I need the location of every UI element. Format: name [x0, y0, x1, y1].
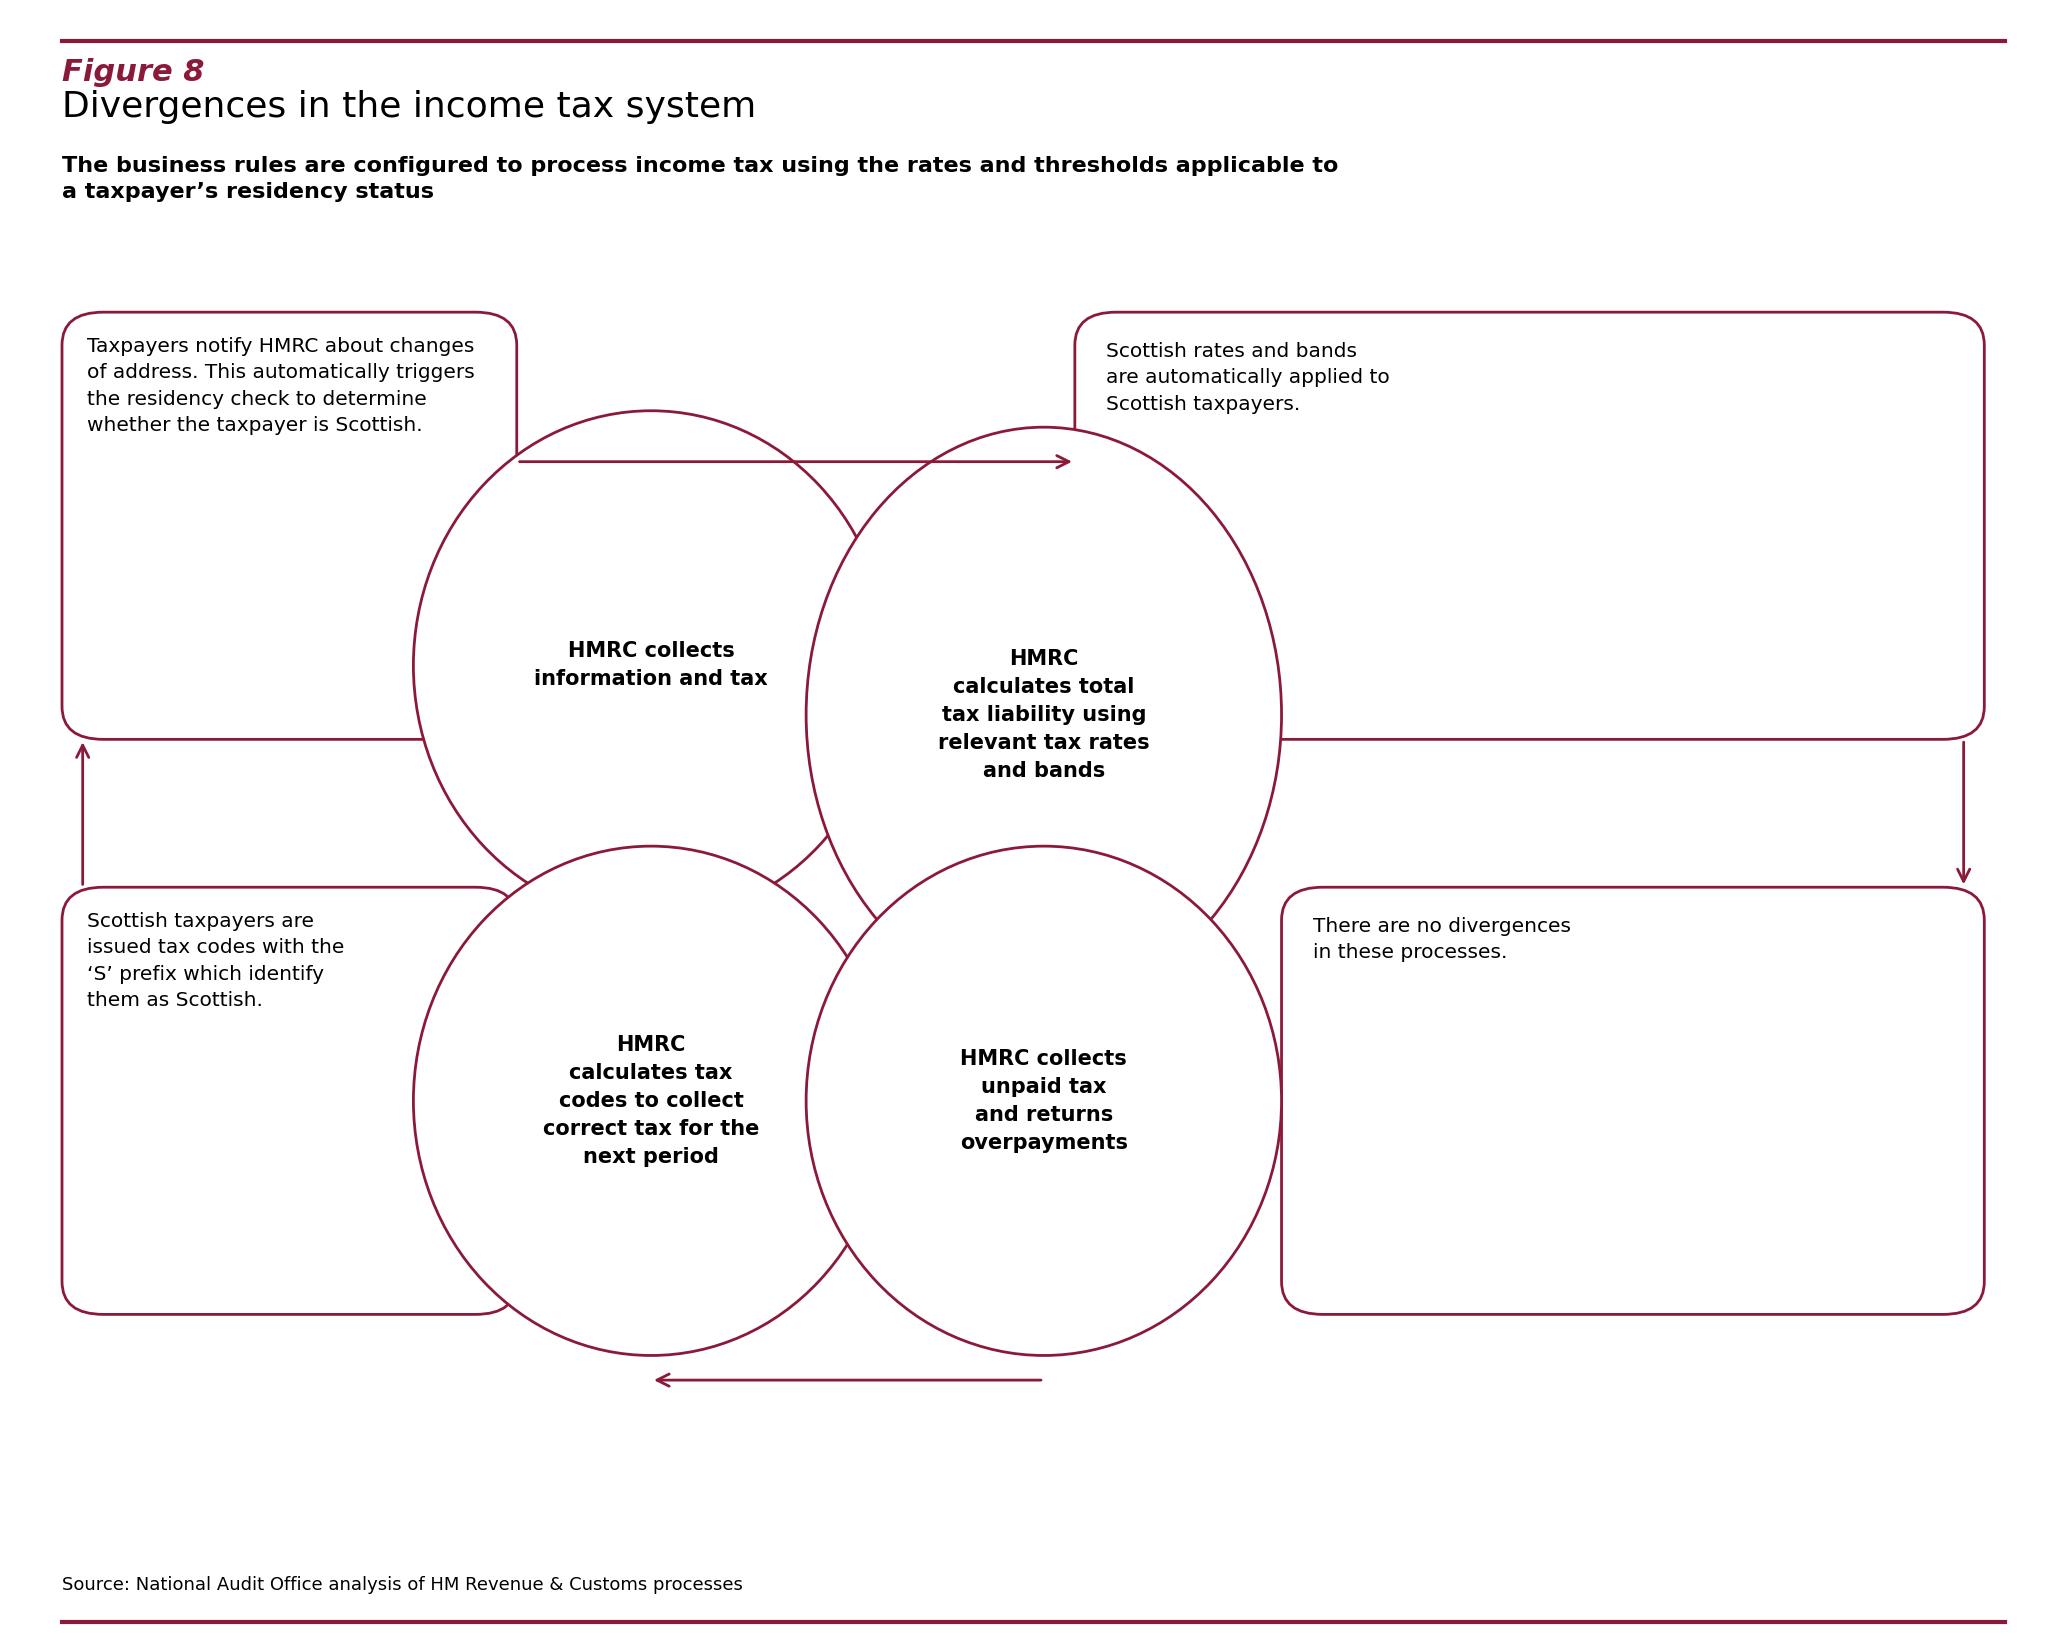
Text: Scottish rates and bands
are automatically applied to
Scottish taxpayers.: Scottish rates and bands are automatical… [1106, 342, 1389, 414]
Text: The business rules are configured to process income tax using the rates and thre: The business rules are configured to pro… [62, 156, 1339, 202]
Text: HMRC collects
information and tax: HMRC collects information and tax [533, 641, 769, 690]
Text: Source: National Audit Office analysis of HM Revenue & Customs processes: Source: National Audit Office analysis o… [62, 1576, 742, 1594]
Ellipse shape [413, 411, 889, 920]
Ellipse shape [806, 846, 1282, 1355]
Text: There are no divergences
in these processes.: There are no divergences in these proces… [1313, 917, 1571, 963]
FancyBboxPatch shape [1282, 887, 1984, 1314]
Text: Scottish taxpayers are
issued tax codes with the
‘S’ prefix which identify
them : Scottish taxpayers are issued tax codes … [87, 912, 345, 1010]
FancyBboxPatch shape [62, 887, 517, 1314]
Text: HMRC
calculates tax
codes to collect
correct tax for the
next period: HMRC calculates tax codes to collect cor… [544, 1035, 759, 1167]
Text: HMRC collects
unpaid tax
and returns
overpayments: HMRC collects unpaid tax and returns ove… [959, 1048, 1129, 1153]
Text: Taxpayers notify HMRC about changes
of address. This automatically triggers
the : Taxpayers notify HMRC about changes of a… [87, 337, 475, 435]
Text: HMRC
calculates total
tax liability using
relevant tax rates
and bands: HMRC calculates total tax liability usin… [938, 649, 1149, 780]
FancyBboxPatch shape [62, 312, 517, 739]
Ellipse shape [806, 427, 1282, 1002]
Text: Divergences in the income tax system: Divergences in the income tax system [62, 90, 757, 125]
FancyBboxPatch shape [1075, 312, 1984, 739]
Ellipse shape [413, 846, 889, 1355]
Text: Figure 8: Figure 8 [62, 58, 205, 87]
